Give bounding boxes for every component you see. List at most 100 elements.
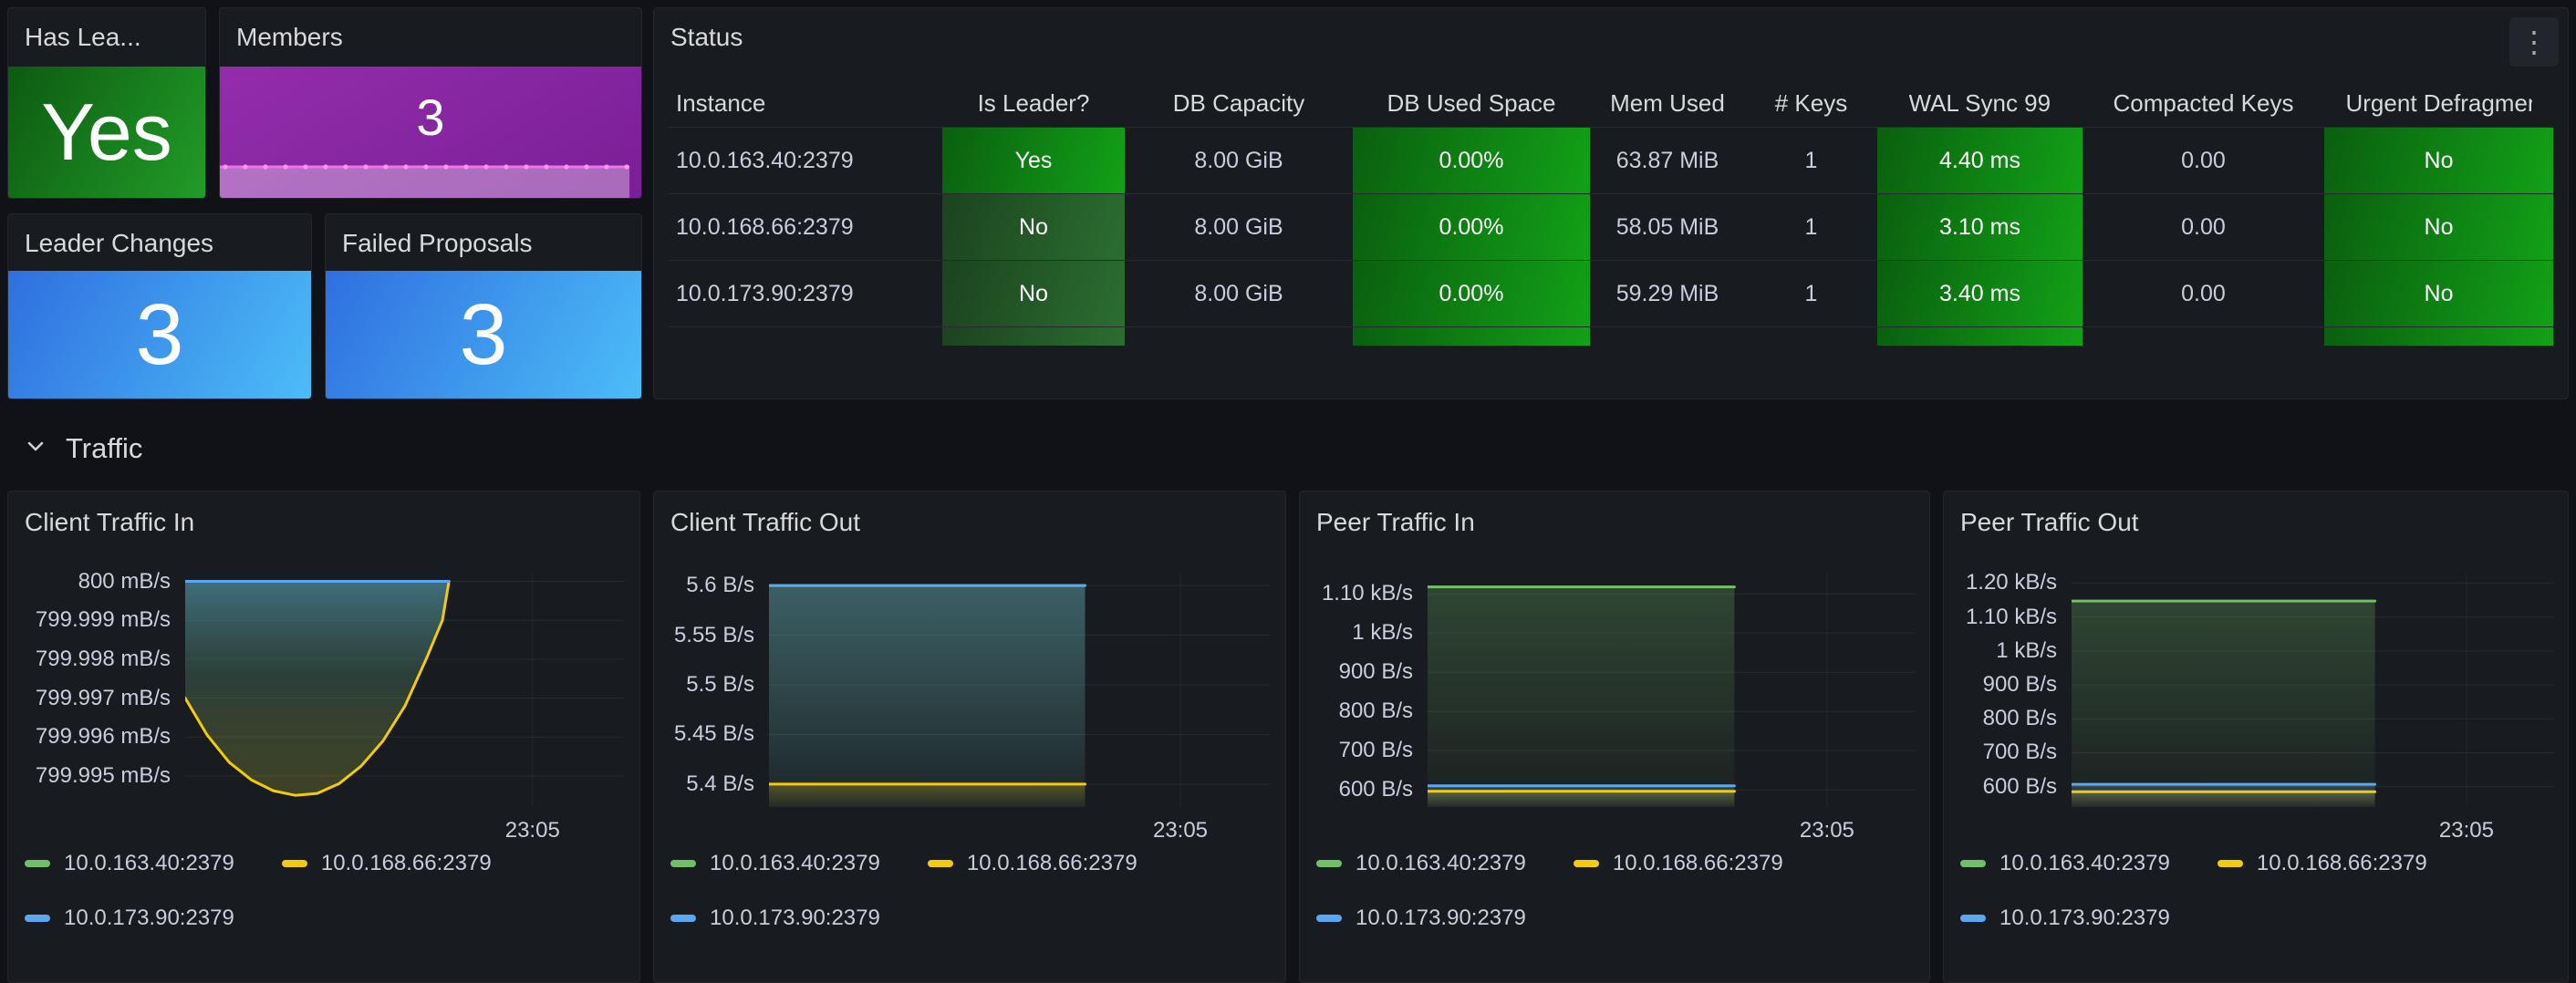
table-cell: 59.29 MiB xyxy=(1615,280,1719,306)
table-cell: 8.00 GiB xyxy=(1194,280,1283,306)
table-cell xyxy=(1353,327,1590,346)
table-row: 10.0.163.40:2379 Yes 8.00 GiB 0.00% 63.87 Mi… xyxy=(669,127,2553,193)
y-axis-tick-label: 700 B/s xyxy=(1982,740,2057,765)
legend-item[interactable]: 10.0.163.40:2379 xyxy=(1316,851,1526,876)
stat-value: Yes xyxy=(41,87,172,177)
column-header-db-used-space[interactable]: DB Used Space xyxy=(1387,88,1556,117)
panel-menu-icon[interactable]: ⋮ xyxy=(2509,17,2559,67)
stat-panel-leader-changes: Leader Changes 3 xyxy=(7,213,312,399)
legend-item[interactable]: 10.0.168.66:2379 xyxy=(927,851,1137,876)
column-header-wal-sync[interactable]: WAL Sync 99p xyxy=(1908,88,2051,117)
legend-label: 10.0.163.40:2379 xyxy=(1356,851,1526,875)
table-cell: 1 xyxy=(1804,147,1818,173)
legend-color-pill xyxy=(1960,860,1986,867)
panel-title[interactable]: Peer Traffic Out xyxy=(1960,508,2139,536)
legend-item[interactable]: 10.0.168.66:2379 xyxy=(281,851,492,876)
legend-label: 10.0.163.40:2379 xyxy=(64,851,234,875)
legend-label: 10.0.168.66:2379 xyxy=(2256,851,2427,875)
table-cell: No xyxy=(2324,261,2553,326)
y-axis-tick-label: 800 mB/s xyxy=(78,568,171,594)
y-axis-tick-label: 799.996 mB/s xyxy=(35,724,171,750)
table-cell xyxy=(2083,327,2324,346)
chart-legend: 10.0.163.40:2379 10.0.168.66:2379 10.0.1… xyxy=(25,851,625,931)
members-sparkline xyxy=(220,143,641,198)
chart-legend: 10.0.163.40:2379 10.0.168.66:2379 10.0.1… xyxy=(1960,851,2553,931)
legend-label: 10.0.163.40:2379 xyxy=(2000,851,2170,875)
stat-value: 3 xyxy=(459,285,508,383)
table-cell: No xyxy=(942,194,1125,260)
legend-item[interactable]: 10.0.163.40:2379 xyxy=(670,851,880,876)
legend-item[interactable]: 10.0.173.90:2379 xyxy=(670,905,880,931)
panel-title[interactable]: Client Traffic Out xyxy=(670,508,861,536)
status-table-body: 10.0.163.40:2379 Yes 8.00 GiB 0.00% 63.87 Mi… xyxy=(669,127,2553,346)
column-header-urgent-defragment[interactable]: Urgent Defragment xyxy=(2345,88,2532,117)
legend-item[interactable]: 10.0.173.90:2379 xyxy=(1960,905,2170,931)
legend-item[interactable]: 10.0.168.66:2379 xyxy=(2217,851,2427,876)
chart-legend: 10.0.163.40:2379 10.0.168.66:2379 10.0.1… xyxy=(1316,851,1915,931)
y-axis-tick-label: 799.999 mB/s xyxy=(35,607,171,633)
table-cell: 0.00% xyxy=(1353,128,1590,193)
legend-item[interactable]: 10.0.173.90:2379 xyxy=(25,905,234,931)
column-header-instance[interactable]: Instance xyxy=(676,88,766,117)
table-cell: No xyxy=(2324,128,2553,193)
panel-title[interactable]: Leader Changes xyxy=(25,229,214,257)
legend-label: 10.0.173.90:2379 xyxy=(710,905,880,930)
panel-title[interactable]: Status xyxy=(670,23,743,51)
chart-plot-area[interactable] xyxy=(2072,574,2553,807)
chart-plot-area[interactable] xyxy=(185,574,625,807)
table-cell: 1 xyxy=(1804,280,1818,306)
legend-label: 10.0.173.90:2379 xyxy=(1356,905,1526,930)
stat-panel-failed-proposals: Failed Proposals 3 xyxy=(325,213,642,399)
legend-label: 10.0.168.66:2379 xyxy=(1612,851,1783,875)
chart-plot-area[interactable] xyxy=(769,574,1271,807)
y-axis-tick-label: 600 B/s xyxy=(1338,777,1413,802)
table-cell: 3.10 ms xyxy=(1877,194,2083,260)
y-axis-tick-label: 700 B/s xyxy=(1338,738,1413,763)
table-cell xyxy=(1877,327,2083,346)
chevron-down-icon[interactable] xyxy=(26,440,46,458)
legend-item[interactable]: 10.0.163.40:2379 xyxy=(1960,851,2170,876)
y-axis-tick-label: 1.10 kB/s xyxy=(1321,581,1413,606)
column-header-keys[interactable]: # Keys xyxy=(1774,88,1848,117)
section-traffic[interactable]: Traffic xyxy=(26,432,142,465)
table-cell: 1 xyxy=(1804,213,1818,240)
panel-title[interactable]: Has Lea... xyxy=(25,23,141,51)
column-header-is-leader[interactable]: Is Leader? xyxy=(977,88,1090,117)
status-table-header: Instance Is Leader? DB Capacity DB Used … xyxy=(669,79,2553,127)
legend-color-pill xyxy=(25,860,50,867)
column-header-db-capacity[interactable]: DB Capacity xyxy=(1172,88,1305,117)
legend-color-pill xyxy=(670,915,696,922)
section-title: Traffic xyxy=(66,432,143,464)
table-cell: 0.00 xyxy=(2181,213,2226,240)
stat-background: 3 xyxy=(8,271,311,398)
legend-item[interactable]: 10.0.173.90:2379 xyxy=(1316,905,1526,931)
table-cell: 4.40 ms xyxy=(1877,128,2083,193)
table-row-extension xyxy=(669,326,2553,346)
legend-item[interactable]: 10.0.168.66:2379 xyxy=(1573,851,1783,876)
legend-color-pill xyxy=(2217,860,2243,867)
chart-plot-area[interactable] xyxy=(1428,574,1915,807)
legend-label: 10.0.173.90:2379 xyxy=(2000,905,2170,930)
legend-item[interactable]: 10.0.163.40:2379 xyxy=(25,851,234,876)
x-axis-tick: 23:05 xyxy=(1152,818,1209,843)
legend-color-pill xyxy=(927,860,953,867)
table-cell: 0.00 xyxy=(2181,280,2226,306)
y-axis-tick-label: 1.20 kB/s xyxy=(1965,570,2057,595)
legend-color-pill xyxy=(1316,915,1342,922)
panel-title[interactable]: Client Traffic In xyxy=(25,508,195,536)
y-axis-tick-label: 1 kB/s xyxy=(1352,620,1413,646)
chart-panel-client-traffic-in: Client Traffic In 800 mB/s 799.999 mB/s 79… xyxy=(7,491,640,983)
column-header-mem-used[interactable]: Mem Used xyxy=(1610,88,1725,117)
y-axis-tick-label: 900 B/s xyxy=(1982,672,2057,698)
panel-title[interactable]: Peer Traffic In xyxy=(1316,508,1475,536)
table-cell xyxy=(942,327,1125,346)
column-header-compacted-keys[interactable]: Compacted Keys xyxy=(2113,88,2294,117)
y-axis-tick-label: 900 B/s xyxy=(1338,659,1413,685)
stat-background: 3 xyxy=(220,67,641,198)
legend-color-pill xyxy=(1573,860,1599,867)
table-cell: 3.40 ms xyxy=(1877,261,2083,326)
table-cell: 0.00% xyxy=(1353,261,1590,326)
panel-title[interactable]: Failed Proposals xyxy=(342,229,533,257)
panel-title[interactable]: Members xyxy=(236,23,343,51)
table-cell xyxy=(1590,327,1745,346)
